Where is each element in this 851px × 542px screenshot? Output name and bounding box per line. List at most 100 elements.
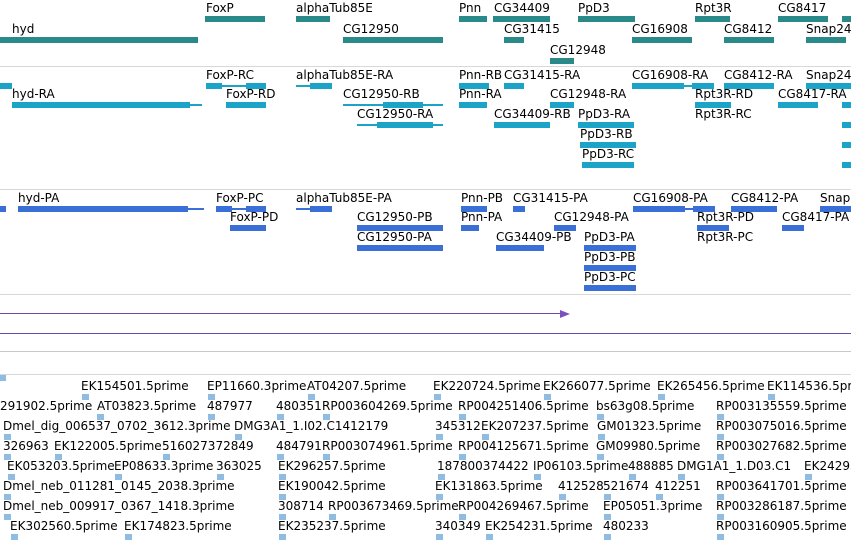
protein-label[interactable]: CG8412-PA	[731, 191, 799, 205]
est-feature[interactable]	[597, 454, 604, 460]
gene-label[interactable]: PpD3	[578, 1, 610, 15]
est-feature[interactable]	[323, 414, 330, 420]
transcript-label[interactable]: FoxP-RC	[206, 68, 254, 82]
est-feature[interactable]	[717, 494, 724, 500]
est-label[interactable]: 412528	[558, 479, 604, 493]
est-label[interactable]: EK131863.5prime	[435, 479, 543, 493]
transcript-feature[interactable]	[504, 79, 524, 93]
est-label[interactable]: EK114536.5prime	[767, 379, 851, 393]
est-feature[interactable]	[115, 474, 122, 480]
est-label[interactable]: EK220724.5prime	[433, 379, 541, 393]
protein-label[interactable]: CG12948-PA	[554, 210, 629, 224]
transcript-feature[interactable]	[695, 98, 731, 112]
est-label[interactable]: AT03823.5prime	[97, 399, 197, 413]
est-label[interactable]: 345312	[435, 419, 481, 433]
transcript-label[interactable]: alphaTub85E-RA	[296, 68, 394, 82]
gene-feature[interactable]	[578, 12, 635, 26]
protein-feature[interactable]	[584, 281, 636, 295]
transcript-feature[interactable]	[357, 118, 443, 132]
est-label[interactable]: Dmel_dig_006537_0702_3612.3prime	[3, 419, 231, 433]
protein-label[interactable]: Pnn-PB	[461, 191, 504, 205]
est-label[interactable]: 516027372849	[162, 439, 254, 453]
protein-label[interactable]: Pnn-PA	[461, 210, 503, 224]
est-feature[interactable]	[217, 474, 224, 480]
est-feature[interactable]	[459, 414, 466, 420]
est-feature[interactable]	[486, 534, 493, 540]
protein-label[interactable]: PpD3-PC	[584, 270, 636, 284]
est-feature[interactable]	[544, 394, 551, 400]
est-label[interactable]: RP003160905.5prime	[716, 519, 847, 533]
transcript-label[interactable]: CG8417-RA	[778, 87, 847, 101]
est-label[interactable]: IP06103.5prime	[533, 459, 629, 473]
est-feature[interactable]	[629, 474, 636, 480]
est-feature[interactable]	[436, 534, 443, 540]
protein-label[interactable]: CG34409-PB	[496, 230, 572, 244]
protein-feature[interactable]	[731, 202, 777, 216]
est-feature[interactable]	[436, 494, 443, 500]
est-feature[interactable]	[436, 434, 443, 440]
protein-label[interactable]: CG12950-PA	[357, 230, 432, 244]
protein-label[interactable]: Rpt3R-PD	[697, 210, 754, 224]
est-feature[interactable]	[482, 434, 489, 440]
est-label[interactable]: EK154501.5prime	[81, 379, 189, 393]
est-label[interactable]: bs63g08.5prime	[596, 399, 695, 413]
est-feature[interactable]	[0, 375, 6, 381]
protein-label[interactable]: alphaTub85E-PA	[296, 191, 392, 205]
est-feature[interactable]	[235, 434, 242, 440]
gene-label[interactable]: CG16908	[632, 22, 688, 36]
est-feature[interactable]	[208, 414, 215, 420]
gene-label[interactable]: Snap24	[806, 22, 851, 36]
transcript-feature[interactable]	[582, 158, 634, 172]
est-label[interactable]: EK24293	[804, 459, 851, 473]
transcript-label[interactable]: PpD3-RC	[582, 147, 635, 161]
est-feature[interactable]	[277, 414, 284, 420]
protein-feature[interactable]	[357, 241, 443, 255]
gene-feature[interactable]	[296, 12, 330, 26]
transcript-label[interactable]: Rpt3R-RD	[695, 87, 754, 101]
transcript-label[interactable]: Pnn-RA	[459, 87, 502, 101]
est-feature[interactable]	[125, 534, 132, 540]
est-feature[interactable]	[459, 514, 466, 520]
transcript-feature[interactable]	[226, 98, 266, 112]
est-feature[interactable]	[279, 534, 286, 540]
est-label[interactable]: 326963	[3, 439, 49, 453]
est-label[interactable]: Dmel_neb_011281_0145_2038.3prime	[3, 479, 235, 493]
est-feature[interactable]	[717, 434, 724, 440]
gene-feature[interactable]	[459, 12, 487, 26]
est-label[interactable]: EP08633.3prime	[114, 459, 214, 473]
est-label[interactable]: RP003135559.5prime	[716, 399, 847, 413]
est-label[interactable]: RP003027682.5prime	[716, 439, 847, 453]
est-feature[interactable]	[11, 534, 18, 540]
est-label[interactable]: EK053203.5prime	[7, 459, 115, 473]
transcript-label[interactable]: Snap24	[806, 68, 851, 82]
gene-feature[interactable]	[550, 54, 574, 68]
gene-feature[interactable]	[842, 12, 851, 26]
gene-label[interactable]: CG8412	[724, 22, 773, 36]
est-feature[interactable]	[323, 454, 330, 460]
protein-feature[interactable]	[513, 202, 525, 216]
gene-label[interactable]: CG8417	[778, 1, 827, 15]
est-feature[interactable]	[768, 394, 775, 400]
est-label[interactable]: DMG1A1_1.D03.C1	[677, 459, 792, 473]
gene-feature[interactable]	[343, 33, 443, 47]
est-feature[interactable]	[534, 474, 541, 480]
est-feature[interactable]	[308, 394, 315, 400]
est-feature[interactable]	[438, 474, 445, 480]
transcript-label[interactable]: CG12950-RB	[343, 87, 420, 101]
est-feature[interactable]	[656, 494, 663, 500]
est-label[interactable]: 521674	[603, 479, 649, 493]
transcript-label[interactable]: PpD3-RB	[580, 127, 633, 141]
transcript-label[interactable]: FoxP-RD	[226, 87, 276, 101]
transcript-feature[interactable]	[724, 79, 774, 93]
gene-feature[interactable]	[205, 12, 265, 26]
est-label[interactable]: EP05051.3prime	[603, 499, 703, 513]
transcript-feature[interactable]	[842, 118, 851, 132]
gene-label[interactable]: CG12948	[550, 43, 606, 57]
est-label[interactable]: EK235237.5prime	[278, 519, 386, 533]
est-feature[interactable]	[208, 394, 215, 400]
protein-feature[interactable]	[782, 221, 804, 235]
est-feature[interactable]	[4, 434, 11, 440]
est-label[interactable]: RP004251406.5prime	[458, 399, 589, 413]
est-label[interactable]: 487977	[207, 399, 253, 413]
est-feature[interactable]	[279, 494, 286, 500]
